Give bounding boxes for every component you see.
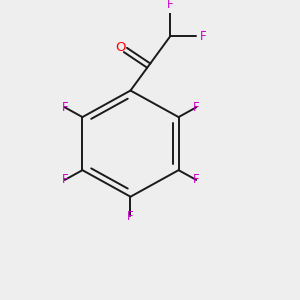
Text: F: F <box>61 101 68 114</box>
Text: F: F <box>200 30 206 43</box>
Text: O: O <box>115 41 126 54</box>
Text: F: F <box>61 173 68 186</box>
Text: F: F <box>127 210 134 223</box>
Text: F: F <box>193 173 200 186</box>
Text: F: F <box>167 0 173 11</box>
Text: F: F <box>193 101 200 114</box>
